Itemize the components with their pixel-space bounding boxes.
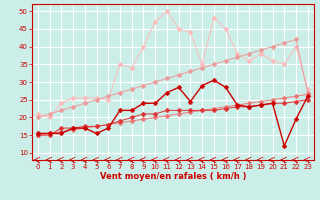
X-axis label: Vent moyen/en rafales ( km/h ): Vent moyen/en rafales ( km/h )	[100, 172, 246, 181]
